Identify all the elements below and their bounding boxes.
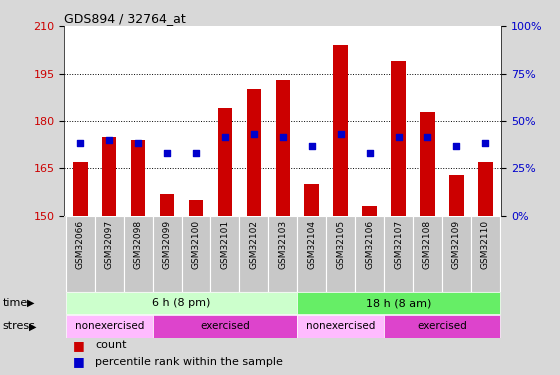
Text: GSM32101: GSM32101 xyxy=(221,220,230,269)
FancyBboxPatch shape xyxy=(153,315,297,338)
Bar xyxy=(449,175,464,216)
Point xyxy=(162,150,171,156)
Bar xyxy=(160,194,174,216)
FancyBboxPatch shape xyxy=(268,216,297,292)
Point xyxy=(365,150,374,156)
Text: exercised: exercised xyxy=(200,321,250,332)
FancyBboxPatch shape xyxy=(413,216,442,292)
Text: 18 h (8 am): 18 h (8 am) xyxy=(366,298,431,308)
FancyBboxPatch shape xyxy=(124,216,153,292)
Text: GSM32103: GSM32103 xyxy=(278,220,287,269)
FancyBboxPatch shape xyxy=(384,216,413,292)
FancyBboxPatch shape xyxy=(66,292,297,314)
Point xyxy=(76,140,85,146)
FancyBboxPatch shape xyxy=(297,292,500,314)
Point xyxy=(134,140,143,146)
Text: time: time xyxy=(3,298,28,308)
Text: GSM32099: GSM32099 xyxy=(162,220,171,269)
FancyBboxPatch shape xyxy=(384,315,500,338)
Text: GSM32108: GSM32108 xyxy=(423,220,432,269)
Point xyxy=(307,143,316,149)
Text: GSM32100: GSM32100 xyxy=(192,220,200,269)
Bar xyxy=(362,206,377,216)
Text: GSM32109: GSM32109 xyxy=(452,220,461,269)
Point xyxy=(278,134,287,140)
Text: nonexercised: nonexercised xyxy=(306,321,375,332)
Text: GSM32107: GSM32107 xyxy=(394,220,403,269)
Bar xyxy=(478,162,493,216)
Text: percentile rank within the sample: percentile rank within the sample xyxy=(95,357,283,367)
FancyBboxPatch shape xyxy=(326,216,355,292)
Text: ▶: ▶ xyxy=(27,298,34,308)
Point xyxy=(481,140,490,146)
Point xyxy=(336,130,345,136)
FancyBboxPatch shape xyxy=(297,315,384,338)
Bar xyxy=(276,80,290,216)
FancyBboxPatch shape xyxy=(95,216,124,292)
Text: GSM32105: GSM32105 xyxy=(336,220,345,269)
Point xyxy=(452,143,461,149)
Text: GDS894 / 32764_at: GDS894 / 32764_at xyxy=(64,12,186,25)
FancyBboxPatch shape xyxy=(66,216,95,292)
FancyBboxPatch shape xyxy=(471,216,500,292)
Bar xyxy=(420,112,435,216)
Point xyxy=(105,137,114,143)
Point xyxy=(423,134,432,140)
Bar xyxy=(246,90,261,216)
FancyBboxPatch shape xyxy=(153,216,181,292)
Text: ▶: ▶ xyxy=(29,321,36,332)
Bar xyxy=(333,45,348,216)
FancyBboxPatch shape xyxy=(240,216,268,292)
Point xyxy=(394,134,403,140)
Text: ■: ■ xyxy=(73,355,85,368)
Text: nonexercised: nonexercised xyxy=(74,321,144,332)
Point xyxy=(192,150,200,156)
Text: stress: stress xyxy=(3,321,36,332)
Text: GSM32106: GSM32106 xyxy=(365,220,374,269)
Point xyxy=(221,134,230,140)
Text: GSM32066: GSM32066 xyxy=(76,220,85,269)
Bar xyxy=(218,108,232,216)
Text: GSM32104: GSM32104 xyxy=(307,220,316,268)
Bar xyxy=(305,184,319,216)
Bar xyxy=(73,162,87,216)
Text: ■: ■ xyxy=(73,339,85,352)
FancyBboxPatch shape xyxy=(66,315,153,338)
Text: GSM32098: GSM32098 xyxy=(134,220,143,269)
Bar xyxy=(189,200,203,216)
Bar xyxy=(131,140,146,216)
FancyBboxPatch shape xyxy=(297,216,326,292)
Point xyxy=(249,130,258,136)
FancyBboxPatch shape xyxy=(211,216,240,292)
Text: exercised: exercised xyxy=(417,321,467,332)
Text: 6 h (8 pm): 6 h (8 pm) xyxy=(152,298,211,308)
Bar xyxy=(391,61,406,216)
Text: GSM32102: GSM32102 xyxy=(249,220,258,268)
Text: count: count xyxy=(95,340,127,350)
Bar xyxy=(102,137,116,216)
FancyBboxPatch shape xyxy=(181,216,211,292)
FancyBboxPatch shape xyxy=(355,216,384,292)
Text: GSM32110: GSM32110 xyxy=(481,220,490,269)
FancyBboxPatch shape xyxy=(442,216,471,292)
Text: GSM32097: GSM32097 xyxy=(105,220,114,269)
